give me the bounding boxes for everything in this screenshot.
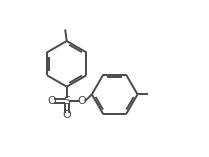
- Text: O: O: [77, 96, 86, 106]
- Text: S: S: [63, 96, 70, 106]
- Text: O: O: [62, 110, 71, 120]
- Text: O: O: [48, 96, 56, 106]
